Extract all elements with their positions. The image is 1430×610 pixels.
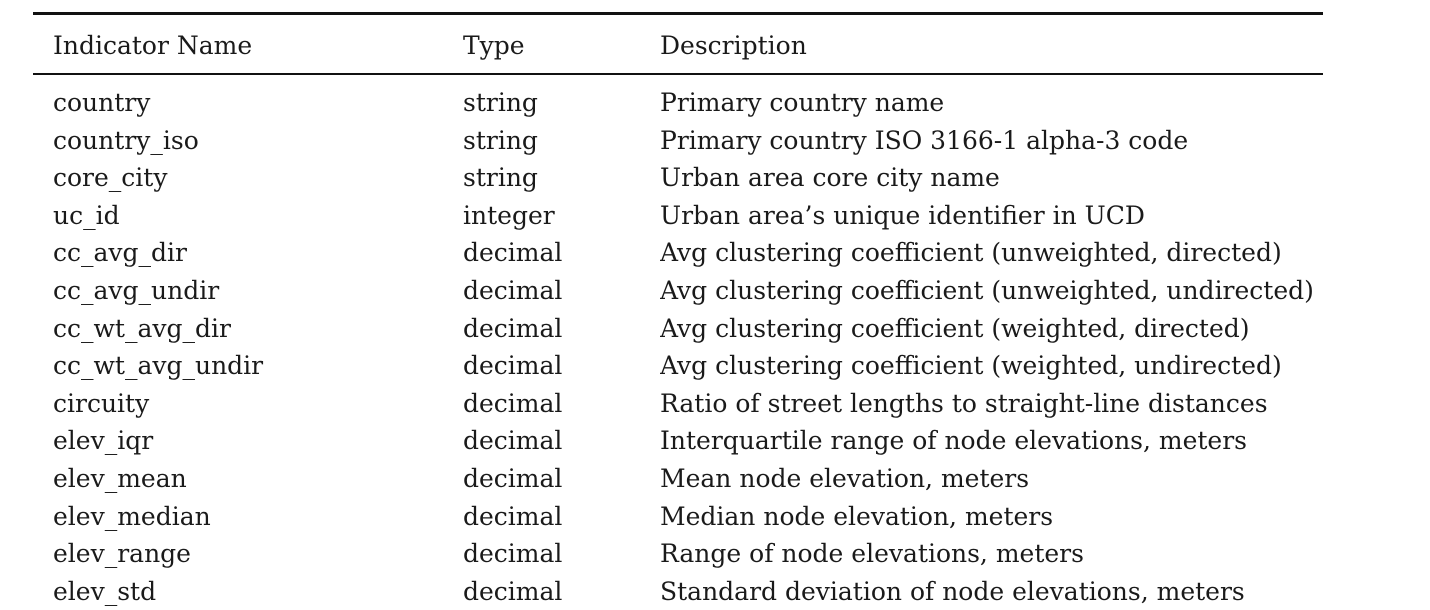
cell-type: string [463, 88, 538, 117]
table-row: cc_wt_avg_dir decimal Avg clustering coeff… [33, 310, 1323, 348]
cell-description: Primary country ISO 3166-1 alpha-3 code [660, 125, 1189, 155]
cell-description: Urban area core city name [660, 163, 1000, 193]
cell-indicator-name: cc_wt_avg_dir [53, 313, 231, 343]
table-top-rule [33, 12, 1323, 15]
cell-description: Range of node elevations, meters [660, 539, 1084, 569]
cell-indicator-name: elev_mean [53, 463, 187, 493]
table-row: country_iso string Primary country ISO 316… [33, 122, 1323, 160]
cell-description: Ratio of street lengths to straight-line… [660, 388, 1268, 418]
table-row: core_city string Urban area core city name [33, 159, 1323, 197]
table-body: country string Primary country name country… [33, 75, 1323, 610]
indicator-table-grid: Indicator Name Type Description [33, 15, 1323, 73]
table-header: Indicator Name Type Description [33, 15, 1323, 73]
table-row: cc_wt_avg_undir decimal Avg clustering coe… [33, 347, 1323, 385]
indicator-table-body: country string Primary country name country… [33, 75, 1323, 610]
table-row: elev_range decimal Range of node elevation… [33, 535, 1323, 573]
cell-description: Avg clustering coefficient (unweighted, … [660, 238, 1282, 268]
table-row: uc_id integer Urban area’s unique identifi… [33, 197, 1323, 235]
cell-description: Avg clustering coefficient (weighted, un… [660, 351, 1282, 381]
table-row: elev_std decimal Standard deviation of nod… [33, 573, 1323, 610]
cell-indicator-name: elev_median [53, 501, 211, 531]
cell-description: Mean node elevation, meters [660, 463, 1030, 493]
cell-type: string [463, 125, 538, 155]
cell-indicator-name: cc_avg_undir [53, 275, 220, 305]
indicator-table: Indicator Name Type Description country s… [33, 12, 1323, 610]
cell-description: Interquartile range of node elevations, … [660, 426, 1248, 456]
cell-indicator-name: elev_iqr [53, 426, 154, 456]
cell-indicator-name: elev_std [53, 576, 157, 606]
cell-indicator-name: country [53, 88, 151, 117]
cell-indicator-name: country_iso [53, 125, 199, 155]
header-row: Indicator Name Type Description [33, 15, 1323, 73]
table-row: elev_median decimal Median node elevation,… [33, 498, 1323, 536]
table-row: cc_avg_dir decimal Avg clustering coeffici… [33, 234, 1323, 272]
table-row: elev_mean decimal Mean node elevation, met… [33, 460, 1323, 498]
cell-description: Median node elevation, meters [660, 501, 1054, 531]
cell-description: Avg clustering coefficient (unweighted, … [660, 275, 1314, 305]
cell-description: Primary country name [660, 88, 945, 117]
header-type: Type [463, 31, 525, 60]
table-row: country string Primary country name [33, 84, 1323, 122]
cell-type: decimal [463, 501, 563, 531]
cell-description: Standard deviation of node elevations, m… [660, 576, 1245, 606]
cell-type: decimal [463, 351, 563, 381]
cell-type: decimal [463, 576, 563, 606]
cell-indicator-name: cc_avg_dir [53, 238, 187, 268]
cell-type: string [463, 163, 538, 193]
cell-indicator-name: elev_range [53, 539, 191, 569]
cell-type: integer [463, 200, 555, 230]
cell-type: decimal [463, 539, 563, 569]
cell-description: Avg clustering coefficient (weighted, di… [660, 313, 1250, 343]
cell-type: decimal [463, 426, 563, 456]
cell-indicator-name: circuity [53, 388, 150, 418]
cell-type: decimal [463, 238, 563, 268]
table-row: elev_iqr decimal Interquartile range of no… [33, 422, 1323, 460]
cell-description: Urban area’s unique identifier in UCD [660, 200, 1145, 230]
header-indicator-name: Indicator Name [53, 31, 253, 60]
table-spacer [33, 75, 1323, 84]
table-header-rule [33, 73, 1323, 75]
table-row: circuity decimal Ratio of street lengths t… [33, 385, 1323, 423]
table-row: cc_avg_undir decimal Avg clustering coeffi… [33, 272, 1323, 310]
cell-indicator-name: uc_id [53, 200, 120, 230]
cell-type: decimal [463, 463, 563, 493]
cell-indicator-name: core_city [53, 163, 168, 193]
cell-type: decimal [463, 275, 563, 305]
header-description: Description [660, 31, 807, 60]
cell-indicator-name: cc_wt_avg_undir [53, 351, 264, 381]
cell-type: decimal [463, 313, 563, 343]
cell-type: decimal [463, 388, 563, 418]
